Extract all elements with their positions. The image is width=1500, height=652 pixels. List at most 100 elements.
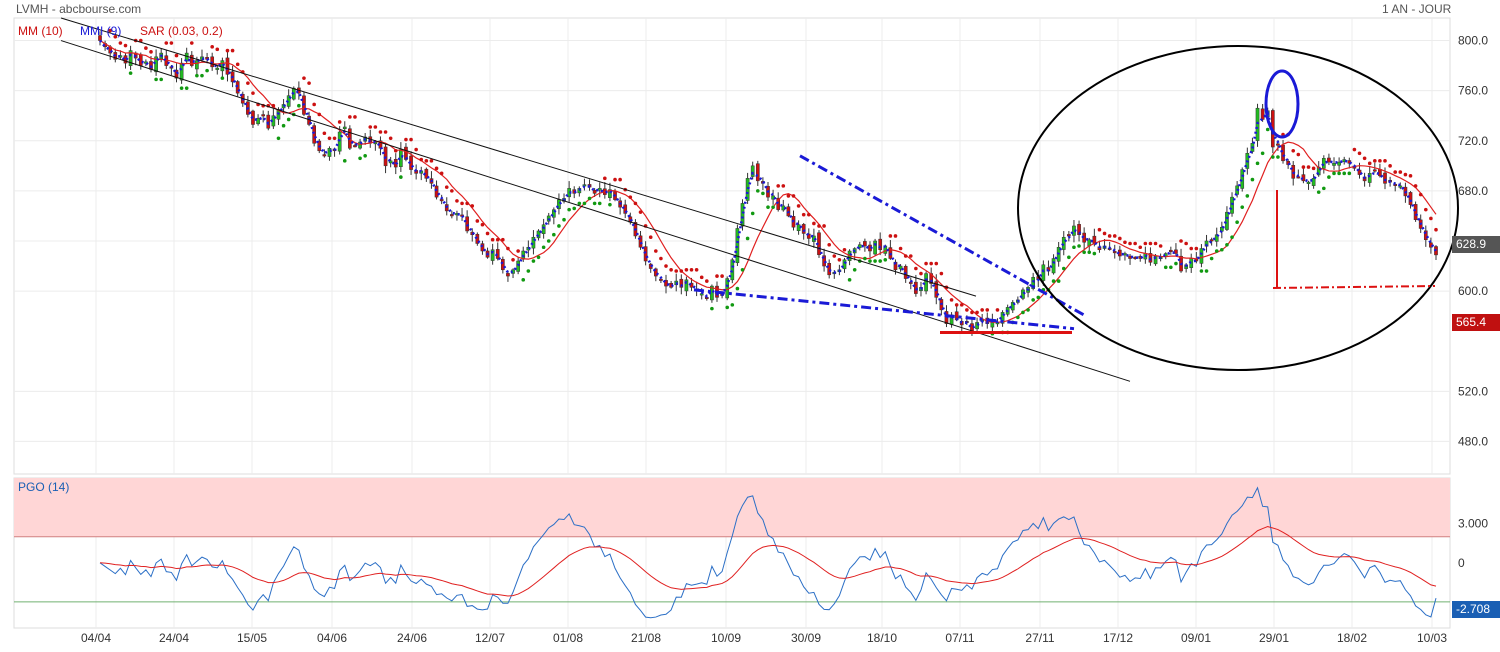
y-tick-label: 800.0 <box>1458 34 1488 48</box>
sar-dot <box>893 234 898 238</box>
sar-dot <box>980 308 984 312</box>
sar-dot <box>460 201 464 206</box>
candle-body <box>1255 107 1260 141</box>
x-tick-label: 30/09 <box>791 631 821 645</box>
sar-dot <box>567 207 571 212</box>
sar-dot <box>1225 242 1229 247</box>
candle-body <box>1225 211 1229 230</box>
candle-body <box>531 236 536 249</box>
sar-dot <box>144 46 148 50</box>
sar-dot <box>898 246 903 251</box>
breakout-ellipse <box>1017 45 1459 371</box>
sar-dot <box>1388 164 1392 168</box>
sar-dot <box>959 303 964 307</box>
sar-dot <box>572 206 577 211</box>
candle-body <box>541 224 546 234</box>
sar-dot <box>419 157 424 162</box>
candle-body <box>643 246 648 262</box>
sar-dot <box>557 224 561 228</box>
chart-title: LVMH - abcbourse.com <box>16 2 142 16</box>
sar-dot <box>465 201 469 206</box>
sar-dot <box>1362 156 1367 161</box>
legend-sar: SAR (0.03, 0.2) <box>140 24 223 38</box>
candle-body <box>1337 161 1341 166</box>
sar-dot <box>495 237 500 242</box>
mmi-line <box>98 39 1438 330</box>
sar-dot <box>184 86 189 90</box>
sar-dot <box>654 249 658 253</box>
sar-dot <box>1061 266 1066 271</box>
candle-body <box>1291 164 1296 179</box>
x-tick-label: 29/01 <box>1259 631 1289 645</box>
sar-dot <box>1179 239 1183 243</box>
candle-body <box>755 163 760 182</box>
sar-dot <box>511 257 515 262</box>
candle-body <box>1332 163 1336 166</box>
sar-dot <box>725 305 730 310</box>
sar-dot <box>1393 170 1398 174</box>
candle-body <box>1214 234 1219 242</box>
sar-dot <box>633 201 638 206</box>
sar-dot <box>1418 192 1423 197</box>
sar-dot <box>480 222 485 227</box>
candle-body <box>358 141 362 149</box>
x-tick-label: 12/07 <box>475 631 505 645</box>
sar-dot <box>1235 220 1239 224</box>
sar-dot <box>934 261 939 266</box>
sar-dot <box>618 177 622 182</box>
x-tick-label: 18/10 <box>867 631 897 645</box>
sar-dot <box>1189 246 1194 251</box>
sar-dot <box>756 189 760 193</box>
sar-dot <box>302 76 306 80</box>
sar-dot <box>327 136 332 141</box>
sar-dot <box>424 159 429 163</box>
sar-dot <box>368 125 373 129</box>
sar-dot <box>766 205 770 209</box>
sar-dot <box>1322 186 1326 191</box>
x-tick-label: 15/05 <box>237 631 267 645</box>
sar-dot <box>317 112 322 117</box>
sar-dot <box>378 130 383 134</box>
sar-dot <box>995 308 1000 312</box>
sar-dot <box>1016 315 1020 320</box>
sar-dot <box>1240 205 1245 209</box>
sar-dot <box>373 125 378 129</box>
candle-body <box>1408 192 1413 205</box>
candle-body <box>312 125 316 144</box>
y-tick-label: 600.0 <box>1458 284 1488 298</box>
candle-body <box>256 117 260 125</box>
candle-body <box>327 148 332 157</box>
sar-dot <box>1429 216 1433 221</box>
x-tick-label: 24/04 <box>159 631 189 645</box>
sar-dot <box>919 271 923 276</box>
y-tick-label: 720.0 <box>1458 134 1488 148</box>
sar-dot <box>1352 147 1357 152</box>
sar-dot <box>225 48 230 53</box>
pgo-zones <box>14 478 1450 603</box>
sar-dot <box>1169 265 1173 270</box>
sar-dot <box>801 212 806 217</box>
sar-dot <box>1112 234 1117 238</box>
sar-dot <box>1072 245 1076 250</box>
x-tick-label: 07/11 <box>945 631 974 645</box>
sar-dot <box>878 259 882 263</box>
sar-dot <box>210 45 214 49</box>
mm10-line <box>99 40 1437 323</box>
sar-dot <box>603 176 607 181</box>
sar-dot <box>608 202 612 207</box>
sar-dot <box>1265 127 1270 132</box>
candle-body <box>873 240 877 255</box>
sar-dot <box>1097 227 1102 232</box>
candle-body <box>434 185 439 198</box>
sar-dot <box>1291 148 1296 153</box>
candle-body <box>1240 169 1245 189</box>
x-tick-label: 18/02 <box>1337 631 1367 645</box>
sar-dot <box>393 148 398 153</box>
sar-dot <box>1031 298 1035 302</box>
candle-body <box>1383 172 1387 184</box>
sar-dot <box>1296 152 1301 157</box>
sar-dot <box>1271 155 1275 159</box>
sar-dot <box>536 255 541 260</box>
sar-dot <box>1250 177 1255 182</box>
sar-dot <box>1067 255 1071 260</box>
